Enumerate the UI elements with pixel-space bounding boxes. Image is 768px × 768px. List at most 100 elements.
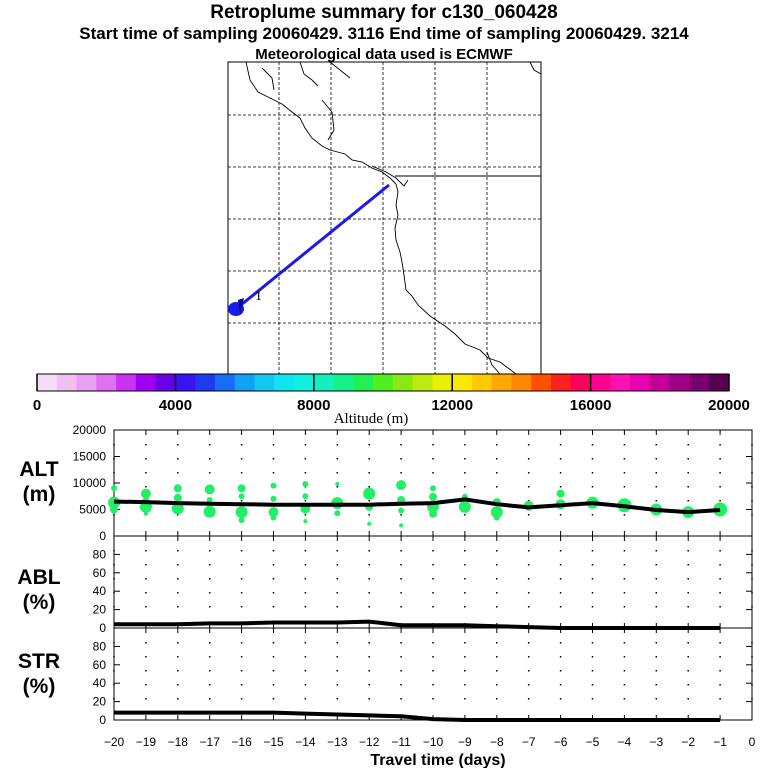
grid-dot bbox=[432, 670, 434, 672]
grid-dot bbox=[177, 698, 179, 700]
grid-dot bbox=[113, 578, 115, 580]
colorbar-swatch bbox=[254, 374, 275, 391]
str-panel: 0 20 40 60 80 STR(%) bbox=[18, 627, 753, 727]
grid-dot bbox=[496, 444, 498, 446]
grid-dot bbox=[400, 698, 402, 700]
grid-dot bbox=[687, 500, 689, 502]
grid-dot bbox=[177, 592, 179, 594]
scatter-point bbox=[238, 517, 245, 524]
grid-dot bbox=[655, 550, 658, 552]
colorbar-swatch bbox=[76, 374, 97, 391]
grid-dot bbox=[751, 500, 753, 502]
grid-dot bbox=[687, 670, 689, 672]
grid-dot bbox=[368, 656, 370, 658]
scatter-point bbox=[398, 507, 405, 514]
scatter-point bbox=[206, 496, 213, 503]
grid-dot bbox=[591, 486, 594, 488]
scatter-point bbox=[493, 514, 500, 521]
grid-dot bbox=[304, 500, 307, 502]
grid-dot bbox=[272, 550, 275, 552]
grid-dot bbox=[336, 592, 339, 594]
grid-dot bbox=[432, 472, 434, 474]
grid-dot bbox=[400, 550, 402, 552]
coastline bbox=[245, 61, 542, 375]
grid-dot bbox=[304, 444, 307, 446]
grid-dot bbox=[336, 564, 339, 566]
scatter-point bbox=[143, 511, 148, 516]
grid-dot bbox=[464, 486, 466, 488]
grid-dot bbox=[177, 578, 179, 580]
grid-dot bbox=[368, 564, 370, 566]
grid-dot bbox=[591, 670, 594, 672]
panel-ylabel: (%) bbox=[23, 591, 56, 614]
grid-dot bbox=[687, 472, 689, 474]
panel-ylabel: ALT bbox=[19, 458, 58, 481]
grid-dot bbox=[304, 564, 307, 566]
grid-dot bbox=[559, 592, 562, 594]
grid-dot bbox=[719, 606, 721, 608]
grid-dot bbox=[559, 642, 562, 644]
grid-dot bbox=[336, 444, 339, 446]
grid-dot bbox=[719, 444, 721, 446]
grid-dot bbox=[527, 514, 530, 516]
grid-dot bbox=[527, 670, 530, 672]
retroplume-map: 1 bbox=[227, 61, 542, 375]
grid-dot bbox=[751, 578, 753, 580]
grid-dot bbox=[177, 564, 179, 566]
grid-dot bbox=[719, 550, 721, 552]
grid-dot bbox=[208, 684, 211, 686]
grid-dot bbox=[496, 606, 498, 608]
grid-dot bbox=[272, 606, 275, 608]
grid-dot bbox=[591, 472, 594, 474]
grid-dot bbox=[591, 656, 594, 658]
grid-dot bbox=[719, 486, 721, 488]
grid-dot bbox=[368, 550, 370, 552]
grid-dot bbox=[655, 472, 658, 474]
grid-dot bbox=[719, 458, 721, 460]
grid-dot bbox=[751, 606, 753, 608]
grid-dot bbox=[559, 606, 562, 608]
grid-dot bbox=[464, 684, 466, 686]
grid-dot bbox=[145, 698, 147, 700]
grid-dot bbox=[751, 458, 753, 460]
grid-dot bbox=[432, 592, 434, 594]
grid-dot bbox=[623, 642, 626, 644]
x-tick-label: −11 bbox=[391, 735, 411, 749]
colorbar-swatch bbox=[669, 374, 690, 391]
grid-dot bbox=[623, 444, 626, 446]
grid-dot bbox=[751, 684, 753, 686]
grid-dot bbox=[559, 472, 562, 474]
x-tick-label: −20 bbox=[104, 735, 125, 749]
grid-dot bbox=[687, 684, 689, 686]
colorbar-swatch bbox=[511, 374, 532, 391]
grid-dot bbox=[559, 514, 562, 516]
grid-dot bbox=[655, 578, 658, 580]
grid-dot bbox=[336, 578, 339, 580]
grid-dot bbox=[240, 670, 243, 672]
grid-dot bbox=[177, 684, 179, 686]
grid-dot bbox=[304, 514, 307, 516]
grid-dot bbox=[240, 656, 243, 658]
grid-dot bbox=[719, 670, 721, 672]
grid-dot bbox=[432, 564, 434, 566]
grid-dot bbox=[527, 606, 530, 608]
grid-dot bbox=[687, 550, 689, 552]
grid-dot bbox=[272, 684, 275, 686]
y-tick-label: 20000 bbox=[73, 423, 107, 437]
grid-dot bbox=[368, 698, 370, 700]
grid-dot bbox=[304, 550, 307, 552]
grid-dot bbox=[368, 592, 370, 594]
str-panel-line bbox=[114, 710, 721, 722]
grid-dot bbox=[177, 514, 179, 516]
panel-frame bbox=[113, 429, 753, 537]
grid-dot bbox=[145, 684, 147, 686]
grid-dot bbox=[623, 656, 626, 658]
colorbar-swatch bbox=[333, 374, 354, 391]
grid-dot bbox=[336, 606, 339, 608]
grid-dot bbox=[751, 486, 753, 488]
y-tick-label: 0 bbox=[99, 529, 106, 543]
grid-dot bbox=[496, 486, 498, 488]
grid-dot bbox=[145, 670, 147, 672]
grid-dot bbox=[113, 550, 115, 552]
scatter-point bbox=[429, 509, 437, 518]
